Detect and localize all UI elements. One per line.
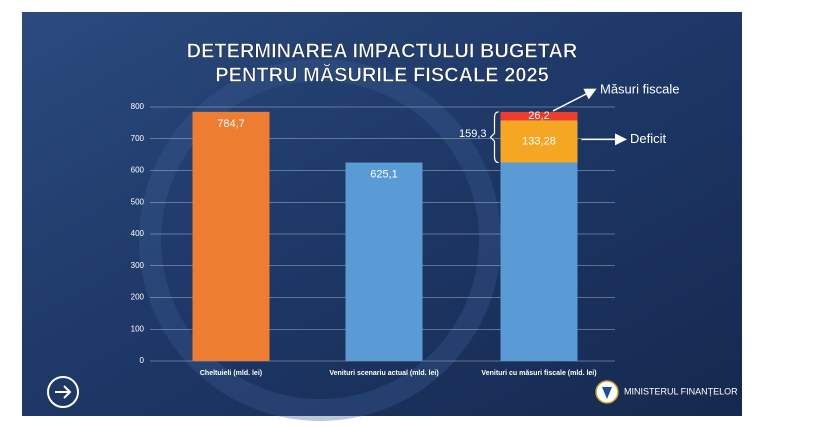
bar	[192, 111, 270, 361]
annotation: Deficit	[630, 131, 667, 146]
y-tick-label: 200	[131, 293, 145, 302]
bracket-label: 159,3	[459, 128, 487, 140]
ministry-logo-crest	[602, 387, 612, 399]
x-tick-label: Venituri scenariu actual (mld. lei)	[329, 370, 438, 377]
y-tick-label: 400	[131, 229, 145, 238]
bar	[500, 111, 578, 121]
bar	[500, 162, 578, 361]
chart-title: PENTRU MĂSURILE FISCALE 2025	[215, 63, 548, 86]
bar	[345, 162, 423, 361]
bracket	[489, 111, 499, 164]
data-label: 26,2	[528, 110, 549, 122]
y-tick-label: 800	[131, 102, 145, 111]
footer-ministry: MINISTERUL FINANȚELOR	[624, 386, 738, 396]
data-label: 625,1	[370, 168, 398, 180]
data-label: 133,28	[522, 135, 556, 147]
data-label: 784,7	[217, 118, 245, 130]
chart-title: DETERMINAREA IMPACTULUI BUGETAR	[187, 40, 578, 62]
y-tick-label: 500	[131, 197, 145, 206]
y-tick-label: 600	[131, 166, 145, 175]
y-tick-label: 100	[131, 324, 145, 333]
annotation-arrow	[552, 88, 597, 112]
annotation: Măsuri fiscale	[600, 81, 679, 96]
background-lens	[139, 59, 501, 421]
x-tick-label: Venituri cu măsuri fiscale (mld. lei)	[481, 370, 596, 377]
next-button[interactable]	[47, 376, 79, 408]
x-tick-label: Cheltuieli (mld. lei)	[200, 370, 262, 377]
y-tick-label: 300	[131, 261, 145, 270]
next-arrow-icon	[55, 385, 72, 399]
y-tick-label: 0	[140, 356, 145, 365]
bar	[500, 120, 578, 163]
y-tick-label: 700	[131, 134, 145, 143]
